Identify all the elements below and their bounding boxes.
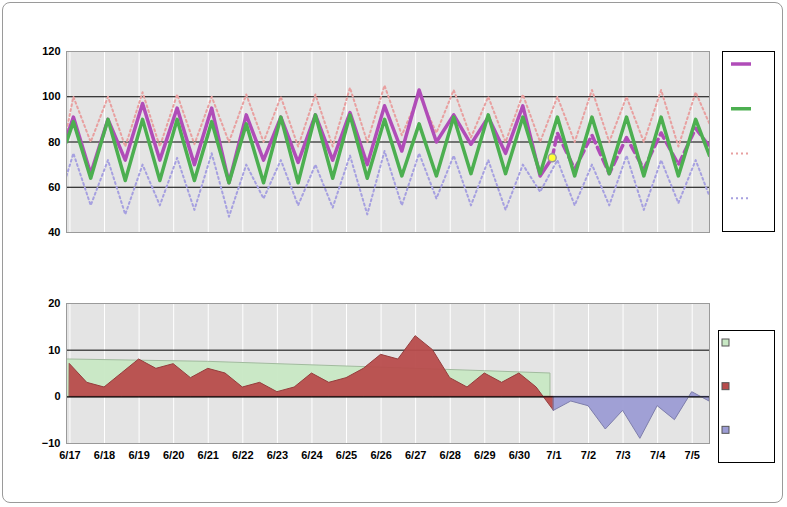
svg-text:6/18: 6/18 xyxy=(94,449,115,461)
svg-text:120: 120 xyxy=(42,45,60,57)
svg-text:80: 80 xyxy=(48,136,60,148)
svg-text:6/27: 6/27 xyxy=(405,449,426,461)
svg-text:6/24: 6/24 xyxy=(301,449,323,461)
svg-text:6/29: 6/29 xyxy=(474,449,495,461)
svg-text:40: 40 xyxy=(48,226,60,237)
svg-text:6/19: 6/19 xyxy=(128,449,149,461)
svg-text:6/17: 6/17 xyxy=(59,449,80,461)
svg-text:6/25: 6/25 xyxy=(336,449,357,461)
svg-text:6/26: 6/26 xyxy=(370,449,391,461)
svg-text:6/30: 6/30 xyxy=(509,449,530,461)
svg-text:6/21: 6/21 xyxy=(198,449,219,461)
svg-text:10: 10 xyxy=(48,344,60,356)
svg-text:7/1: 7/1 xyxy=(546,449,561,461)
svg-text:6/20: 6/20 xyxy=(163,449,184,461)
svg-text:7/3: 7/3 xyxy=(615,449,630,461)
svg-text:7/5: 7/5 xyxy=(685,449,700,461)
svg-text:7/4: 7/4 xyxy=(650,449,666,461)
svg-text:6/22: 6/22 xyxy=(232,449,253,461)
svg-text:0: 0 xyxy=(54,390,60,402)
svg-text:7/2: 7/2 xyxy=(581,449,596,461)
svg-text:20: 20 xyxy=(48,297,60,309)
svg-text:100: 100 xyxy=(42,90,60,102)
svg-text:6/23: 6/23 xyxy=(267,449,288,461)
svg-text:60: 60 xyxy=(48,181,60,193)
svg-text:−10: −10 xyxy=(42,437,61,449)
svg-text:6/28: 6/28 xyxy=(440,449,461,461)
